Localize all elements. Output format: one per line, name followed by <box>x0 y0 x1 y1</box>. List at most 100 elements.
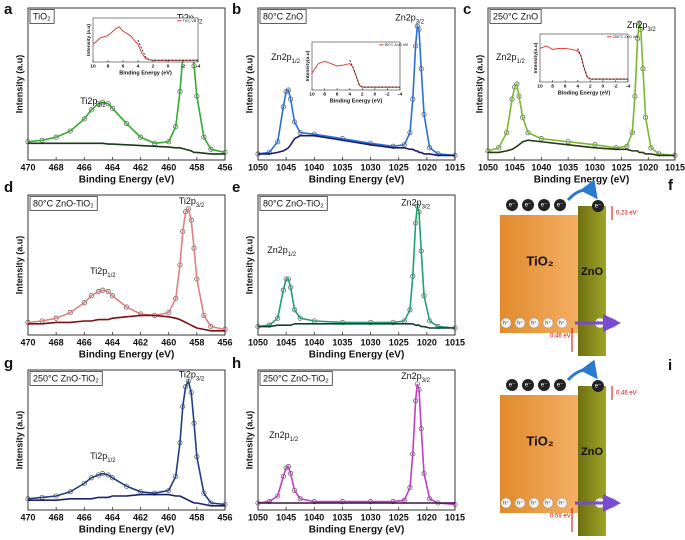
electron <box>506 199 518 211</box>
series-line <box>311 60 400 88</box>
panel-label: b <box>232 1 241 18</box>
data-point <box>123 304 130 310</box>
fit-line <box>488 139 675 157</box>
fit-line <box>27 378 226 506</box>
x-tick-label: 1030 <box>361 162 381 172</box>
peak-label: Ti2p1/2 <box>90 266 116 278</box>
hole <box>542 317 554 329</box>
x-tick-label: 458 <box>189 337 204 347</box>
plot-frame <box>539 33 629 83</box>
x-axis-label: Binding Energy (eV) <box>79 350 175 361</box>
title-box <box>259 8 307 24</box>
peak-label-main: Zn2p <box>401 371 422 381</box>
x-tick-label: 1050 <box>248 512 268 522</box>
hole-label: h⁺ <box>503 320 509 326</box>
electron <box>554 199 566 211</box>
electron-label: e⁻ <box>557 203 564 209</box>
hole-label: h⁺ <box>517 320 523 326</box>
x-tick-label: 1035 <box>332 512 352 522</box>
x-tick-label: 1045 <box>276 162 296 172</box>
x-axis-label: Binding Energy (eV) <box>79 525 175 536</box>
peak-label: Zn2p1/2 <box>496 53 526 65</box>
electron <box>554 379 566 391</box>
peak-label-sub: 3/2 <box>196 203 205 209</box>
hole <box>528 497 540 509</box>
panel-label: f <box>668 177 674 194</box>
panel-label: a <box>4 1 13 18</box>
x-tick-label: 0 <box>601 84 604 90</box>
electron <box>538 199 550 211</box>
hole-label: h⁺ <box>559 500 565 506</box>
y-axis-label: Intensity (a.u) <box>14 55 24 114</box>
x-tick-label: 4 <box>576 84 579 90</box>
x-tick-label: 468 <box>49 162 64 172</box>
x-tick-label: 6 <box>122 64 125 70</box>
electron-label: e⁻ <box>509 203 516 209</box>
x-tick-label: 466 <box>77 162 92 172</box>
peak-label-sub: 1/2 <box>107 273 116 279</box>
offset-label: 0.23 eV <box>616 211 637 217</box>
fit-line <box>258 323 455 329</box>
x-tick-label: 456 <box>217 162 232 172</box>
peak-label: Zn2p1/2 <box>269 430 299 442</box>
title-box <box>29 8 55 24</box>
peak-label-main: Ti2p <box>179 370 196 380</box>
x-tick-label: 466 <box>77 512 92 522</box>
data-point <box>81 300 87 306</box>
hole <box>514 317 526 329</box>
x-tick-label: 2 <box>589 84 592 90</box>
x-tick-label: 0 <box>167 64 170 70</box>
hole-label: h⁺ <box>559 320 565 326</box>
x-tick-label: 8 <box>551 84 554 90</box>
legend-label: TiO₂ VB <box>183 19 197 23</box>
fit-line <box>257 205 456 329</box>
data-point <box>81 480 87 486</box>
peak-label-sub: 3/2 <box>647 27 656 33</box>
peak-label-sub: 1/2 <box>517 59 526 65</box>
x-tick-label: 1035 <box>332 162 352 172</box>
x-tick-label: 1025 <box>389 512 409 522</box>
fit-line <box>28 314 225 332</box>
x-axis-label: Binding Energy (eV) <box>79 175 175 186</box>
x-tick-label: 470 <box>20 512 35 522</box>
electron-label: e⁻ <box>557 383 564 389</box>
x-tick-label: 456 <box>217 512 232 522</box>
fit-line <box>28 493 225 507</box>
plot-frame <box>27 369 226 511</box>
x-tick-label: 460 <box>161 337 176 347</box>
x-tick-label: 1015 <box>445 512 465 522</box>
hole-label: h⁺ <box>531 320 537 326</box>
x-tick-label: 6 <box>336 92 339 98</box>
x-axis-label: Binding Energy (eV) <box>119 70 172 76</box>
x-tick-label: 1020 <box>417 162 437 172</box>
x-tick-label: 470 <box>20 162 35 172</box>
x-tick-label: 1035 <box>558 162 578 172</box>
plot-frame <box>257 194 456 336</box>
x-tick-label: 468 <box>49 337 64 347</box>
peak-label-sub: 1/2 <box>292 59 301 65</box>
x-tick-label: 8 <box>107 64 110 70</box>
x-axis-label: Binding Energy (eV) <box>534 175 630 186</box>
electron <box>592 380 604 392</box>
data-point <box>123 483 130 489</box>
peak-label-sub: 3/2 <box>196 376 205 382</box>
peak-label-main: Zn2p <box>271 53 292 63</box>
data-point <box>67 310 73 316</box>
hole-label: h⁺ <box>517 500 523 506</box>
peak-label: Zn2p3/2 <box>401 371 431 383</box>
peak-label: Zn2p3/2 <box>401 198 431 210</box>
material-label: ZnO <box>581 266 603 278</box>
hole-label: h⁺ <box>545 500 551 506</box>
x-tick-label: 1020 <box>638 162 658 172</box>
peak-label-main: Zn2p <box>395 13 416 23</box>
fit-line <box>27 24 226 154</box>
electron-label: e⁻ <box>541 383 548 389</box>
x-axis-label: Binding Energy (eV) <box>309 350 405 361</box>
offset-label: 0.46 eV <box>616 391 637 397</box>
title-box <box>29 195 98 211</box>
y-axis-label: Intensity (a.u) <box>244 55 254 114</box>
fit-line <box>257 23 456 157</box>
material-label: ZnO <box>581 446 603 458</box>
hole-label: h⁺ <box>545 320 551 326</box>
